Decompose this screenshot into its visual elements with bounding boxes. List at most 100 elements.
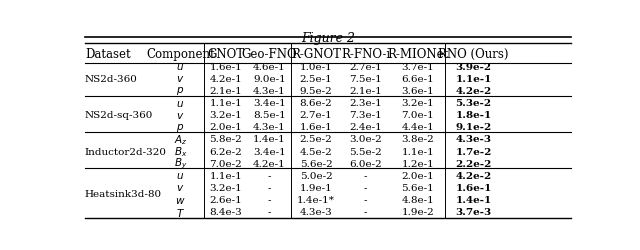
Text: 7.0e-1: 7.0e-1 (401, 111, 434, 120)
Text: 4.4e-1: 4.4e-1 (401, 123, 434, 132)
Text: 5.3e-2: 5.3e-2 (456, 99, 492, 108)
Text: $u$: $u$ (177, 171, 184, 181)
Text: $p$: $p$ (177, 122, 184, 134)
Text: 2.1e-1: 2.1e-1 (209, 87, 242, 96)
Text: $v$: $v$ (176, 74, 184, 84)
Text: $B_x$: $B_x$ (173, 145, 187, 159)
Text: 1.9e-2: 1.9e-2 (401, 208, 434, 217)
Text: 9.0e-1: 9.0e-1 (253, 75, 286, 84)
Text: 4.2e-1: 4.2e-1 (209, 75, 242, 84)
Text: $u$: $u$ (177, 62, 184, 72)
Text: 1.1e-1: 1.1e-1 (401, 148, 434, 156)
Text: 3.4e-1: 3.4e-1 (253, 99, 286, 108)
Text: -: - (364, 172, 367, 181)
Text: NS2d-sq-360: NS2d-sq-360 (85, 111, 154, 120)
Text: 1.2e-1: 1.2e-1 (401, 160, 434, 169)
Text: 5.8e-2: 5.8e-2 (209, 136, 242, 144)
Text: 1.1e-1: 1.1e-1 (209, 99, 242, 108)
Text: 3.2e-1: 3.2e-1 (209, 184, 242, 193)
Text: $v$: $v$ (176, 111, 184, 121)
Text: Heatsink3d-80: Heatsink3d-80 (85, 190, 162, 199)
Text: 2.1e-1: 2.1e-1 (349, 87, 382, 96)
Text: 5.6e-1: 5.6e-1 (401, 184, 434, 193)
Text: 1.4e-1*: 1.4e-1* (297, 196, 335, 205)
Text: 1.8e-1: 1.8e-1 (456, 111, 492, 120)
Text: Geo-FNO: Geo-FNO (242, 48, 298, 60)
Text: Component: Component (146, 48, 215, 60)
Text: 5.0e-2: 5.0e-2 (300, 172, 332, 181)
Text: 3.2e-1: 3.2e-1 (401, 99, 434, 108)
Text: 1.6e-1: 1.6e-1 (300, 123, 332, 132)
Text: -: - (268, 208, 271, 217)
Text: 6.0e-2: 6.0e-2 (349, 160, 382, 169)
Text: 4.5e-2: 4.5e-2 (300, 148, 332, 156)
Text: -: - (364, 184, 367, 193)
Text: 2.4e-1: 2.4e-1 (349, 123, 382, 132)
Text: 8.5e-1: 8.5e-1 (253, 111, 286, 120)
Text: 6.6e-1: 6.6e-1 (401, 75, 434, 84)
Text: 5.6e-2: 5.6e-2 (300, 160, 332, 169)
Text: 1.1e-1: 1.1e-1 (209, 172, 242, 181)
Text: $w$: $w$ (175, 196, 186, 205)
Text: -: - (268, 172, 271, 181)
Text: 1.0e-1: 1.0e-1 (300, 63, 332, 72)
Text: $p$: $p$ (177, 86, 184, 98)
Text: 6.2e-2: 6.2e-2 (209, 148, 242, 156)
Text: R-MIONet: R-MIONet (387, 48, 449, 60)
Text: 3.7e-1: 3.7e-1 (401, 63, 434, 72)
Text: 3.8e-2: 3.8e-2 (401, 136, 434, 144)
Text: 4.3e-3: 4.3e-3 (300, 208, 332, 217)
Text: 2.5e-1: 2.5e-1 (300, 75, 332, 84)
Text: 4.2e-2: 4.2e-2 (456, 87, 492, 96)
Text: 8.6e-2: 8.6e-2 (300, 99, 332, 108)
Text: -: - (268, 196, 271, 205)
Text: 3.6e-1: 3.6e-1 (401, 87, 434, 96)
Text: 2.6e-1: 2.6e-1 (209, 196, 242, 205)
Text: $A_z$: $A_z$ (173, 133, 188, 147)
Text: R-FNO-i: R-FNO-i (341, 48, 390, 60)
Text: $T$: $T$ (176, 207, 185, 219)
Text: 4.2e-1: 4.2e-1 (253, 160, 286, 169)
Text: 1.7e-2: 1.7e-2 (456, 148, 492, 156)
Text: $v$: $v$ (176, 184, 184, 194)
Text: 3.0e-2: 3.0e-2 (349, 136, 382, 144)
Text: 1.6e-1: 1.6e-1 (456, 184, 492, 193)
Text: 5.5e-2: 5.5e-2 (349, 148, 382, 156)
Text: -: - (268, 184, 271, 193)
Text: 4.8e-1: 4.8e-1 (401, 196, 434, 205)
Text: 2.3e-1: 2.3e-1 (349, 99, 382, 108)
Text: 1.4e-1: 1.4e-1 (456, 196, 492, 205)
Text: 2.7e-1: 2.7e-1 (349, 63, 382, 72)
Text: RNO (Ours): RNO (Ours) (438, 48, 509, 60)
Text: 7.0e-2: 7.0e-2 (209, 160, 242, 169)
Text: 1.4e-1: 1.4e-1 (253, 136, 286, 144)
Text: 4.3e-3: 4.3e-3 (456, 136, 492, 144)
Text: 3.9e-2: 3.9e-2 (456, 63, 492, 72)
Text: 1.9e-1: 1.9e-1 (300, 184, 332, 193)
Text: 2.7e-1: 2.7e-1 (300, 111, 332, 120)
Text: NS2d-360: NS2d-360 (85, 75, 138, 84)
Text: 2.0e-1: 2.0e-1 (401, 172, 434, 181)
Text: Dataset: Dataset (85, 48, 131, 60)
Text: 1.1e-1: 1.1e-1 (456, 75, 492, 84)
Text: 9.5e-2: 9.5e-2 (300, 87, 332, 96)
Text: 4.3e-1: 4.3e-1 (253, 87, 286, 96)
Text: 2.2e-2: 2.2e-2 (456, 160, 492, 169)
Text: $u$: $u$ (177, 98, 184, 108)
Text: 9.1e-2: 9.1e-2 (456, 123, 492, 132)
Text: 2.0e-1: 2.0e-1 (209, 123, 242, 132)
Text: 2.5e-2: 2.5e-2 (300, 136, 332, 144)
Text: -: - (364, 208, 367, 217)
Text: 4.3e-1: 4.3e-1 (253, 123, 286, 132)
Text: 1.6e-1: 1.6e-1 (209, 63, 242, 72)
Text: GNOT: GNOT (207, 48, 244, 60)
Text: 7.3e-1: 7.3e-1 (349, 111, 382, 120)
Text: $B_y$: $B_y$ (173, 157, 187, 171)
Text: 3.7e-3: 3.7e-3 (456, 208, 492, 217)
Text: Figure 2: Figure 2 (301, 32, 355, 45)
Text: 8.4e-3: 8.4e-3 (209, 208, 242, 217)
Text: 3.2e-1: 3.2e-1 (209, 111, 242, 120)
Text: R-GNOT: R-GNOT (291, 48, 341, 60)
Text: -: - (364, 196, 367, 205)
Text: 4.6e-1: 4.6e-1 (253, 63, 286, 72)
